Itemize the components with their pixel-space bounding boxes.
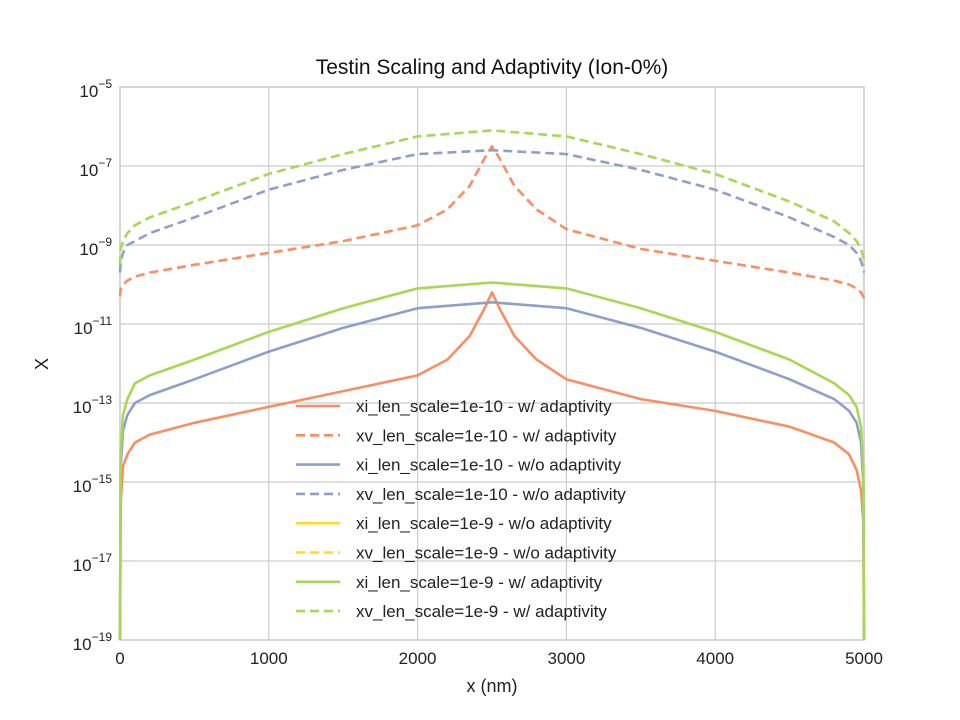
- x-axis-label: x (nm): [467, 676, 518, 696]
- x-tick-label: 3000: [547, 649, 585, 668]
- x-tick-label: 1000: [250, 649, 288, 668]
- plot-frame: [119, 86, 865, 641]
- y-tick-label: 10−17: [73, 551, 113, 575]
- y-tick-label: 10−15: [73, 472, 113, 496]
- y-tick-label: 10−9: [79, 235, 112, 259]
- chart-title: Testin Scaling and Adaptivity (Ion-0%): [316, 56, 669, 79]
- legend-label: xv_len_scale=1e-9 - w/ adaptivity: [356, 602, 607, 621]
- series-line-1: [118, 291, 866, 641]
- x-tick-label: 4000: [696, 649, 734, 668]
- x-tick-label: 0: [115, 649, 124, 668]
- tick-labels: 0 1000 2000 3000 4000 5000 10−19 10−17 10−15 10−1…: [73, 77, 883, 668]
- legend-label: xv_len_scale=1e-10 - w/ adaptivity: [356, 426, 617, 445]
- y-tick-label: 10−11: [74, 314, 113, 338]
- y-tick-label: 10−13: [73, 393, 113, 417]
- legend-label: xi_len_scale=1e-9 - w/o adaptivity: [356, 514, 612, 533]
- y-axis-label: X: [32, 358, 52, 370]
- legend-label: xi_len_scale=1e-10 - w/ adaptivity: [356, 397, 612, 416]
- legend-label: xi_len_scale=1e-9 - w/ adaptivity: [356, 573, 603, 592]
- series-line-8: [118, 129, 866, 265]
- x-tick-label: 5000: [845, 649, 883, 668]
- legend-label: xv_len_scale=1e-9 - w/o adaptivity: [356, 544, 617, 563]
- series-line-2: [118, 145, 866, 299]
- legend-label: xi_len_scale=1e-10 - w/o adaptivity: [356, 456, 622, 475]
- y-tick-label: 10−19: [73, 630, 113, 654]
- series-layer: [118, 129, 866, 641]
- y-tick-label: 10−7: [79, 156, 112, 180]
- legend: xi_len_scale=1e-10 - w/ adaptivity xv_len…: [296, 397, 626, 621]
- series-line-4: [118, 148, 866, 273]
- x-tick-label: 2000: [399, 649, 437, 668]
- legend-label: xv_len_scale=1e-10 - w/o adaptivity: [356, 485, 626, 504]
- y-tick-label: 10−5: [79, 77, 112, 101]
- series-line-7: [118, 281, 866, 641]
- series-line-3: [118, 300, 866, 641]
